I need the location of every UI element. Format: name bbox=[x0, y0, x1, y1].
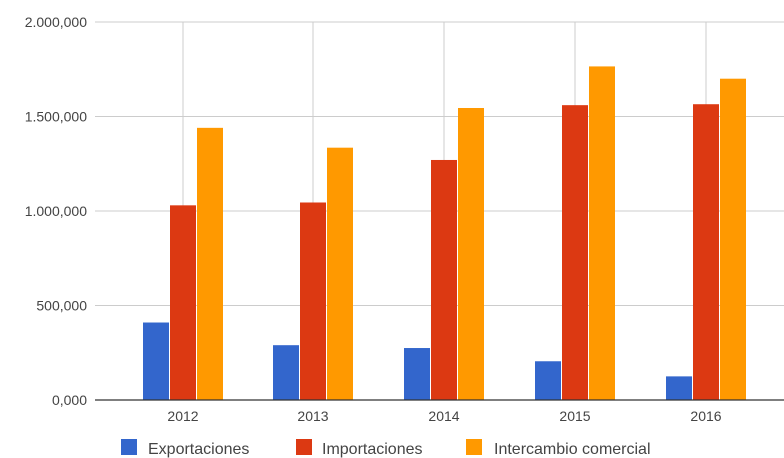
y-tick-label: 500,000 bbox=[36, 298, 87, 314]
bar-importaciones-2013 bbox=[300, 202, 326, 400]
legend-label: Exportaciones bbox=[148, 441, 249, 458]
bar-exportaciones-2015 bbox=[535, 361, 561, 400]
bars bbox=[143, 66, 746, 401]
y-tick-label: 2.000,000 bbox=[25, 14, 87, 30]
bar-intercambio-comercial-2013 bbox=[327, 147, 353, 400]
bar-intercambio-comercial-2012 bbox=[197, 127, 223, 400]
bar-importaciones-2015 bbox=[562, 105, 588, 400]
bar-importaciones-2016 bbox=[693, 104, 719, 400]
x-tick-label: 2013 bbox=[297, 408, 328, 424]
y-tick-label: 1.500,000 bbox=[25, 109, 87, 125]
bar-exportaciones-2014 bbox=[404, 348, 430, 400]
bar-importaciones-2012 bbox=[170, 205, 196, 400]
bar-intercambio-comercial-2015 bbox=[589, 66, 615, 400]
axes: 0,000 500,000 1.000,000 1.500,000 2.000,000 2… bbox=[25, 14, 784, 424]
y-tick-label: 1.000,000 bbox=[25, 203, 87, 219]
legend: Exportaciones Importaciones Intercambio co… bbox=[121, 439, 651, 458]
legend-label: Importaciones bbox=[322, 441, 423, 458]
x-tick-label: 2015 bbox=[559, 408, 590, 424]
legend-swatch bbox=[466, 439, 482, 455]
y-tick-label: 0,000 bbox=[52, 392, 87, 408]
bar-intercambio-comercial-2014 bbox=[458, 107, 484, 401]
bar-exportaciones-2012 bbox=[143, 322, 169, 400]
bar-exportaciones-2016 bbox=[666, 376, 692, 400]
bar-intercambio-comercial-2016 bbox=[720, 78, 746, 400]
bar-importaciones-2014 bbox=[431, 159, 457, 400]
legend-swatch bbox=[121, 439, 137, 455]
x-tick-label: 2014 bbox=[428, 408, 459, 424]
x-tick-label: 2016 bbox=[690, 408, 721, 424]
legend-label: Intercambio comercial bbox=[494, 441, 651, 458]
x-tick-label: 2012 bbox=[167, 408, 198, 424]
bar-exportaciones-2013 bbox=[273, 345, 299, 400]
legend-swatch bbox=[296, 439, 312, 455]
